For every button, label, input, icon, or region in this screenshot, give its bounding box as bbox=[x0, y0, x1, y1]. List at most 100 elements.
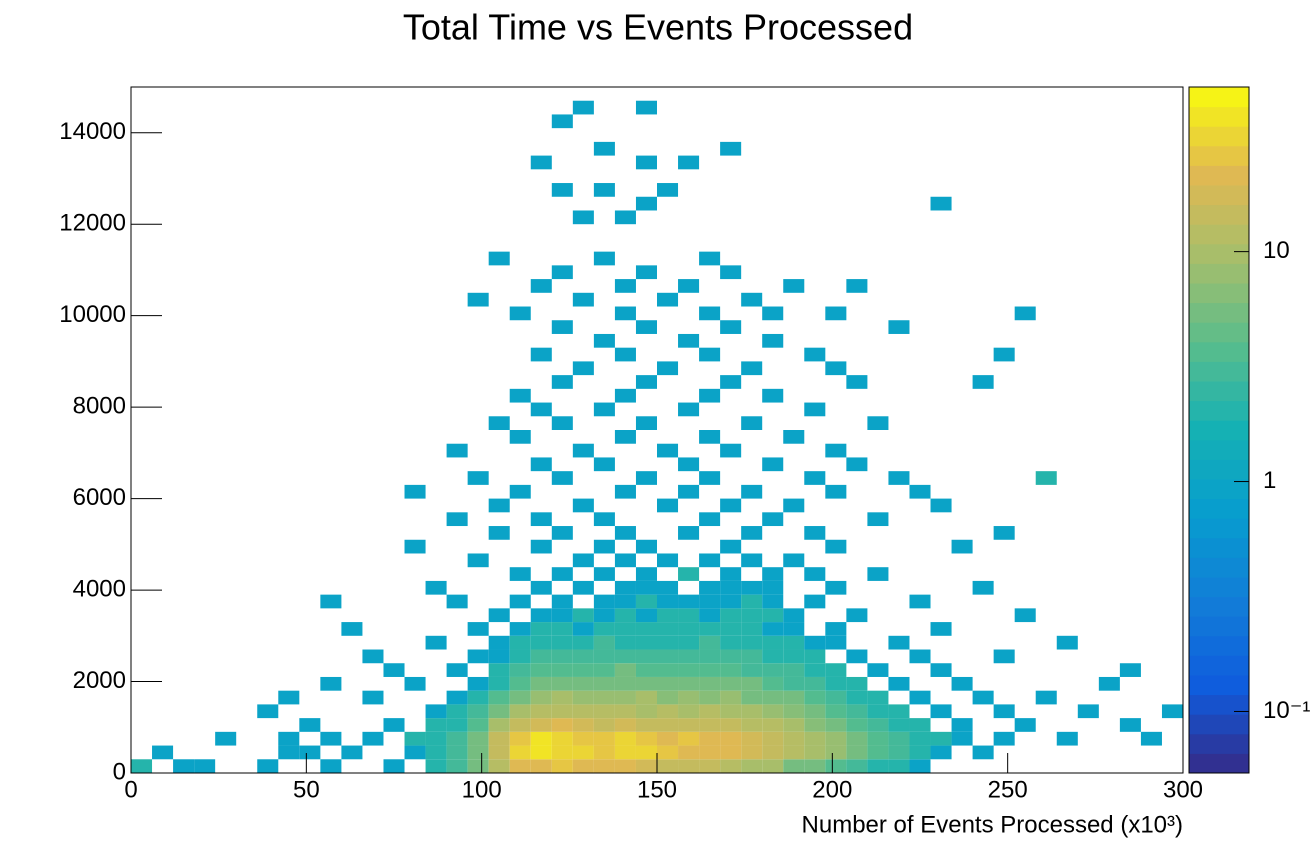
cell bbox=[425, 580, 447, 595]
cell bbox=[657, 594, 679, 609]
cell bbox=[867, 718, 889, 732]
cell bbox=[446, 704, 468, 719]
cell bbox=[930, 622, 952, 636]
cell bbox=[1119, 663, 1141, 677]
cell bbox=[762, 704, 784, 719]
cell bbox=[530, 663, 552, 677]
cell bbox=[551, 663, 573, 677]
cell bbox=[614, 594, 636, 609]
cell bbox=[909, 594, 931, 609]
cell bbox=[699, 512, 721, 527]
cell bbox=[699, 731, 721, 746]
cell bbox=[446, 594, 468, 609]
cell bbox=[804, 471, 826, 485]
cell bbox=[635, 375, 657, 389]
y-tick-label: 6000 bbox=[73, 484, 126, 511]
cell bbox=[951, 676, 973, 691]
cell bbox=[593, 567, 615, 581]
cell bbox=[720, 635, 742, 650]
cell bbox=[720, 539, 742, 554]
cell bbox=[551, 622, 573, 636]
cell bbox=[762, 567, 784, 581]
color-band bbox=[1189, 557, 1249, 578]
cell bbox=[678, 567, 700, 581]
cell bbox=[467, 622, 489, 636]
cell bbox=[930, 731, 952, 746]
cell bbox=[635, 622, 657, 636]
cell bbox=[635, 676, 657, 691]
cell bbox=[572, 580, 594, 595]
cell bbox=[741, 649, 763, 664]
cell bbox=[657, 731, 679, 746]
cell bbox=[678, 731, 700, 746]
cell bbox=[572, 361, 594, 376]
cell bbox=[635, 745, 657, 760]
cell bbox=[488, 649, 510, 664]
cell bbox=[741, 594, 763, 609]
color-band bbox=[1189, 145, 1249, 166]
cell bbox=[488, 745, 510, 760]
cell bbox=[888, 471, 910, 485]
cell bbox=[614, 649, 636, 664]
cell bbox=[699, 471, 721, 485]
cell bbox=[572, 608, 594, 623]
cell bbox=[362, 690, 384, 705]
color-band bbox=[1189, 479, 1249, 500]
cell bbox=[720, 690, 742, 705]
cell bbox=[593, 608, 615, 623]
cell bbox=[678, 690, 700, 705]
cell bbox=[635, 759, 657, 773]
cell bbox=[720, 594, 742, 609]
cell bbox=[383, 759, 405, 773]
cell bbox=[278, 731, 300, 746]
cell bbox=[888, 320, 910, 334]
cell bbox=[888, 745, 910, 760]
y-tick-label: 10000 bbox=[59, 301, 126, 328]
cell bbox=[783, 663, 805, 677]
cell bbox=[467, 745, 489, 760]
cell bbox=[572, 663, 594, 677]
cell bbox=[804, 745, 826, 760]
cell bbox=[888, 731, 910, 746]
cell bbox=[678, 704, 700, 719]
cell bbox=[972, 690, 994, 705]
cell bbox=[614, 745, 636, 760]
cell bbox=[846, 745, 868, 760]
cell bbox=[762, 690, 784, 705]
cell bbox=[699, 347, 721, 362]
cell bbox=[404, 484, 426, 499]
cell bbox=[1161, 704, 1183, 719]
cell bbox=[551, 608, 573, 623]
cell bbox=[657, 690, 679, 705]
y-tick-label: 2000 bbox=[73, 667, 126, 694]
cell bbox=[741, 635, 763, 650]
cell bbox=[783, 279, 805, 293]
cell bbox=[825, 306, 847, 321]
cell bbox=[425, 635, 447, 650]
cell bbox=[488, 663, 510, 677]
cell bbox=[741, 580, 763, 595]
cell bbox=[720, 320, 742, 334]
cell bbox=[720, 676, 742, 691]
cell bbox=[551, 265, 573, 280]
cell bbox=[551, 526, 573, 540]
cell bbox=[467, 471, 489, 485]
cell bbox=[152, 745, 174, 760]
cell bbox=[383, 663, 405, 677]
cell bbox=[614, 663, 636, 677]
cell bbox=[762, 608, 784, 623]
cell bbox=[488, 635, 510, 650]
cell bbox=[509, 759, 531, 773]
cell bbox=[173, 759, 195, 773]
cell bbox=[867, 759, 889, 773]
cell bbox=[846, 759, 868, 773]
cell bbox=[993, 704, 1015, 719]
cell bbox=[509, 594, 531, 609]
cell bbox=[825, 580, 847, 595]
cell bbox=[530, 690, 552, 705]
cell bbox=[572, 759, 594, 773]
cell bbox=[888, 704, 910, 719]
cell bbox=[425, 745, 447, 760]
cell bbox=[909, 745, 931, 760]
cell bbox=[551, 745, 573, 760]
